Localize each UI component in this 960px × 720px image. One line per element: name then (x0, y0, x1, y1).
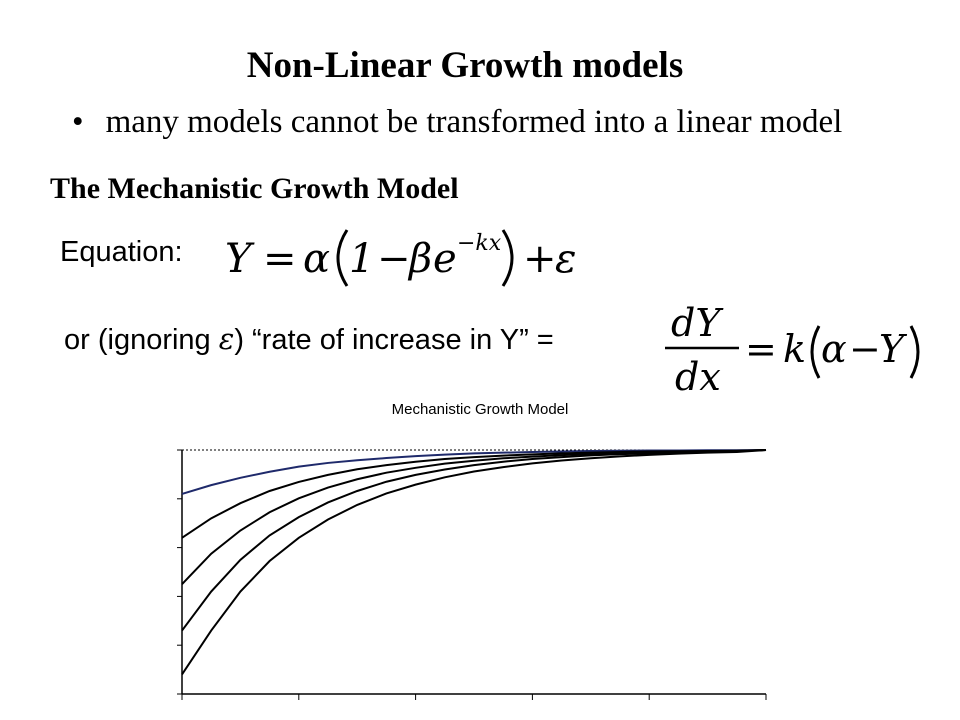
bullet-icon: • (72, 104, 84, 140)
growth-curve-5 (182, 450, 766, 674)
rate-description: or (ignoring ε) “rate of increase in Y” … (64, 322, 554, 357)
deriv-right-paren (911, 326, 918, 378)
rate-suffix: ) “rate of increase in Y” = (234, 324, 553, 356)
deriv-denominator: dx (675, 355, 721, 396)
chart-title: Mechanistic Growth Model (392, 401, 569, 418)
rate-prefix: or (ignoring (64, 324, 219, 356)
growth-equation: Y = α 1 − β e −kx + ε (225, 218, 595, 298)
eq-right-paren (503, 230, 512, 286)
bullet-text: many models cannot be transformed into a… (106, 104, 843, 140)
deriv-alpha: α (821, 327, 847, 371)
deriv-k: k (783, 327, 806, 371)
eq-equals: = (263, 236, 297, 282)
bullet-point: • many models cannot be transformed into … (72, 104, 842, 141)
growth-curve-2 (182, 450, 766, 538)
eq-plus: + (523, 236, 557, 282)
equation-label: Equation: (60, 236, 183, 269)
eq-alpha: α (303, 236, 330, 282)
deriv-y: Y (879, 327, 908, 371)
eq-epsilon: ε (555, 236, 576, 282)
eq-left-paren (338, 230, 347, 286)
deriv-left-paren (812, 326, 819, 378)
deriv-equals: = (745, 327, 777, 371)
axis-ticks (177, 450, 766, 700)
slide-title: Non-Linear Growth models (0, 44, 930, 87)
growth-curve-3 (182, 450, 766, 584)
deriv-numerator: dY (671, 301, 724, 345)
series-layer (182, 450, 766, 674)
eq-beta: β (407, 236, 432, 282)
eq-e: e (433, 236, 457, 282)
eq-one: 1 (349, 236, 374, 282)
derivative-equation: dY dx = k α − Y (665, 296, 930, 396)
rate-epsilon: ε (219, 322, 235, 356)
eq-lhs: Y (225, 236, 255, 282)
eq-minus: − (377, 236, 411, 282)
eq-exponent: −kx (457, 231, 502, 256)
deriv-minus: − (849, 327, 881, 371)
growth-curve-4 (182, 450, 766, 631)
section-subtitle: The Mechanistic Growth Model (50, 172, 459, 206)
growth-chart: Mechanistic Growth Model (150, 392, 790, 712)
